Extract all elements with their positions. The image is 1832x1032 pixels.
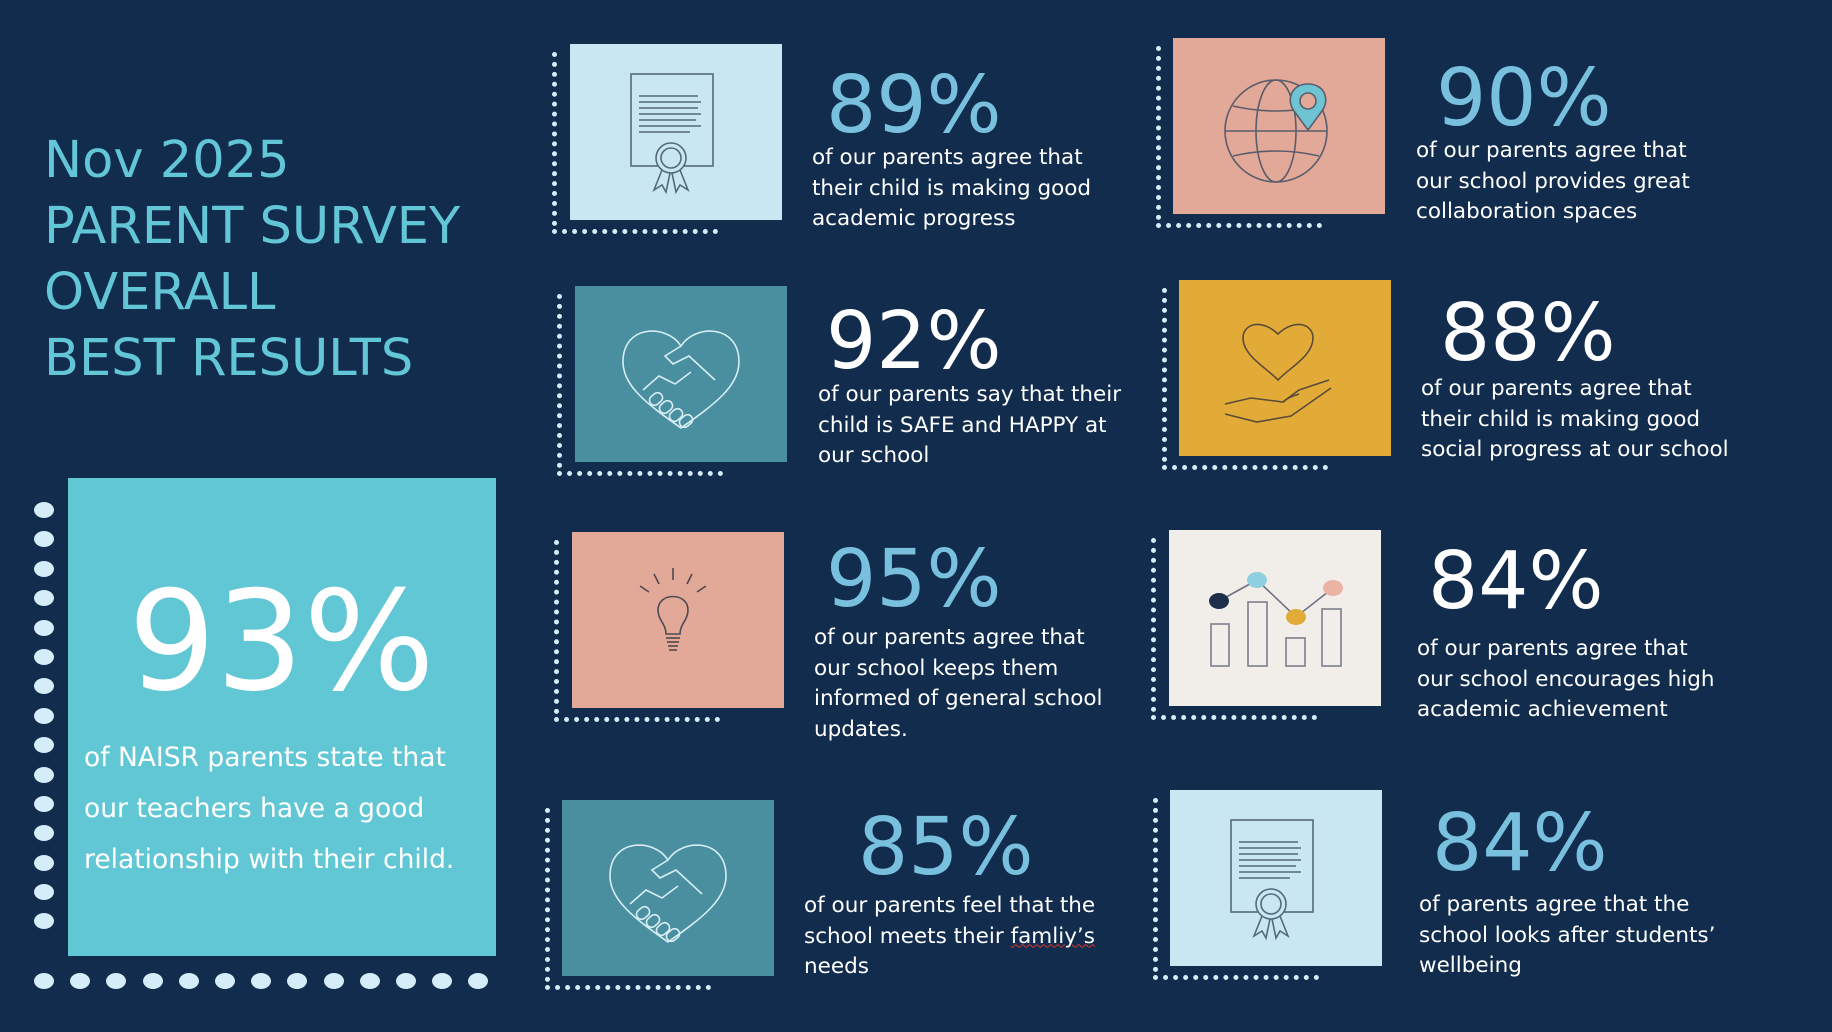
- card-92-dot-frame-bottom: [557, 466, 723, 476]
- card-95-dot-frame-left: [554, 540, 564, 714]
- card-85-misspelled-word: famliy’s: [1010, 923, 1095, 949]
- card-85-dot-frame-bottom: [545, 980, 711, 990]
- card-84a-dot-frame-bottom: [1151, 710, 1317, 720]
- card-88-percent: 88%: [1440, 287, 1616, 379]
- card-88-dot-frame-left: [1162, 288, 1172, 462]
- card-88-dot-frame-bottom: [1162, 460, 1328, 470]
- featured-description: of NAISR parents state that our teachers…: [84, 742, 455, 875]
- card-84a-dot-frame-left: [1151, 538, 1161, 712]
- handshake-heart-icon: [609, 844, 727, 943]
- card-89-tile: [570, 44, 782, 220]
- card-90-dot-frame-bottom: [1156, 218, 1322, 228]
- featured-percent: 93%: [128, 561, 435, 722]
- featured-dot-border-bottom: [34, 973, 504, 993]
- title-line-survey: PARENT SURVEY: [44, 197, 461, 256]
- card-90-dot-frame-left: [1156, 46, 1166, 220]
- card-84b-dot-frame-bottom: [1153, 970, 1319, 980]
- card-95-percent: 95%: [826, 533, 1002, 625]
- card-89-percent: 89%: [826, 59, 1002, 151]
- globe-pin-icon: [1224, 79, 1328, 183]
- card-85-description-end: needs: [804, 954, 869, 979]
- title-line-results: BEST RESULTS: [44, 329, 414, 388]
- card-90-description: of our parents agree that our school pro…: [1416, 138, 1690, 224]
- card-85-tile: [562, 800, 774, 976]
- card-84b-dot-frame-left: [1153, 798, 1163, 972]
- card-95-dot-frame-bottom: [554, 712, 720, 722]
- featured-stat-card: 93% of NAISR parents state that our teac…: [68, 478, 496, 956]
- card-85-description-start: of our parents feel that the school meet…: [804, 893, 1096, 949]
- card-89-dot-frame-left: [552, 52, 562, 226]
- certificate-icon: [630, 73, 714, 195]
- card-84b-description: of parents agree that the school looks a…: [1419, 892, 1716, 978]
- card-95-tile: [572, 532, 784, 708]
- card-85-percent: 85%: [858, 801, 1034, 893]
- survey-title: Nov 2025 PARENT SURVEY OVERALL BEST RESU…: [44, 128, 534, 392]
- handshake-heart-icon: [622, 330, 740, 429]
- card-84a-description: of our parents agree that our school enc…: [1417, 636, 1715, 722]
- card-84b-percent: 84%: [1432, 797, 1608, 889]
- title-line-overall: OVERALL: [44, 263, 276, 322]
- card-88-description: of our parents agree that their child is…: [1421, 376, 1729, 462]
- card-89-dot-frame-bottom: [552, 224, 718, 234]
- lightbulb-icon: [639, 568, 707, 651]
- card-90-percent: 90%: [1436, 52, 1612, 144]
- card-84a-percent: 84%: [1428, 535, 1604, 627]
- card-90-tile: [1173, 38, 1385, 214]
- title-date: Nov 2025: [44, 131, 290, 190]
- card-95-description: of our parents agree that our school kee…: [814, 625, 1103, 742]
- card-92-tile: [575, 286, 787, 462]
- card-84a-tile: [1169, 530, 1381, 706]
- bar-chart-icon: [1209, 572, 1343, 667]
- card-88-tile: [1179, 280, 1391, 456]
- card-92-dot-frame-left: [557, 294, 567, 468]
- card-85-dot-frame-left: [545, 808, 555, 982]
- heart-hand-icon: [1224, 323, 1332, 423]
- card-85-description: of our parents feel that the school meet…: [804, 891, 1114, 983]
- certificate-icon: [1230, 819, 1314, 941]
- card-89-description: of our parents agree that their child is…: [812, 145, 1092, 231]
- card-92-description: of our parents say that their child is S…: [818, 382, 1122, 468]
- card-92-percent: 92%: [826, 295, 1002, 387]
- card-84b-tile: [1170, 790, 1382, 966]
- featured-dot-border-left: [34, 502, 54, 943]
